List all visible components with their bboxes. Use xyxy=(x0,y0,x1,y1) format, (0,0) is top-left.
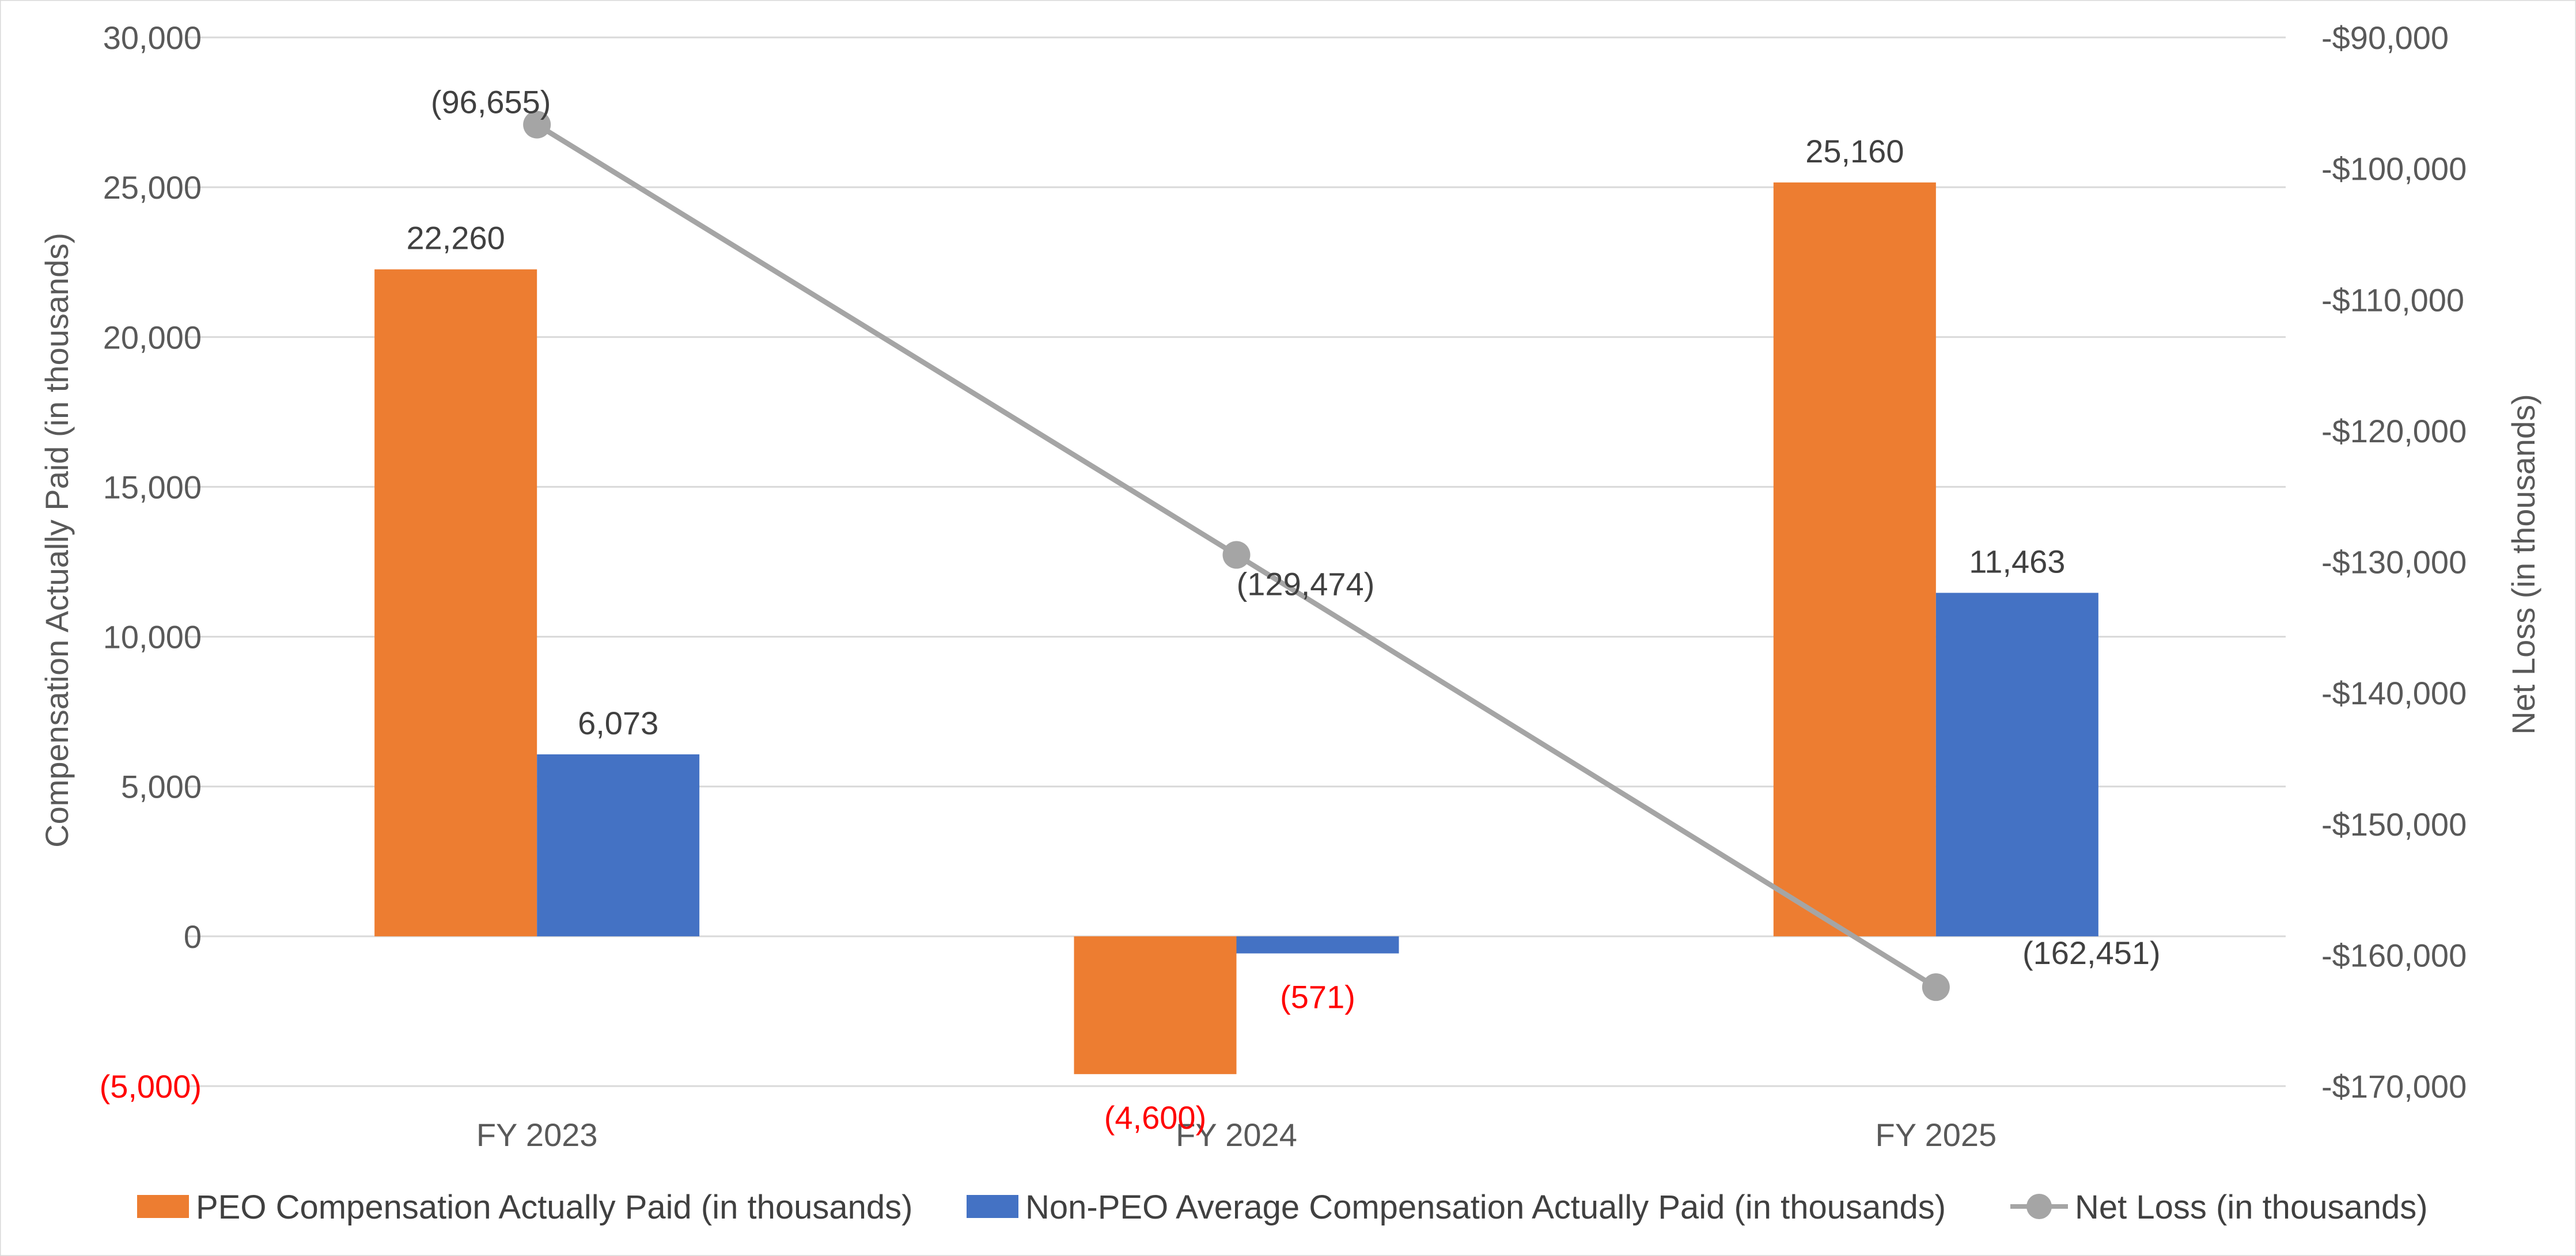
line-data-label: (162,451) xyxy=(2022,935,2161,971)
bar-data-label: 11,463 xyxy=(1969,543,2065,579)
right-tick-label: -$150,000 xyxy=(2321,806,2467,843)
bar-data-label: 22,260 xyxy=(407,220,505,256)
net-loss-line xyxy=(523,111,1950,1001)
line-data-label: (96,655) xyxy=(431,84,551,120)
bar-data-label: (4,600) xyxy=(1104,1099,1206,1136)
category-label: FY 2024 xyxy=(1176,1117,1297,1153)
legend-label: PEO Compensation Actually Paid (in thous… xyxy=(196,1189,912,1226)
left-tick-label: 15,000 xyxy=(103,469,202,505)
right-axis-title: Net Loss (in thousands) xyxy=(2505,394,2541,734)
legend-marker xyxy=(2026,1194,2052,1219)
bar-data-label: (571) xyxy=(1280,979,1355,1015)
right-tick-label: -$90,000 xyxy=(2321,20,2449,56)
left-tick-label: 25,000 xyxy=(103,169,202,206)
right-axis: -$170,000 -$160,000 -$150,000 -$140,000 -$13… xyxy=(2321,20,2467,1105)
bar xyxy=(374,269,537,936)
bar-data-label: 6,073 xyxy=(578,705,658,741)
legend-swatch xyxy=(137,1195,189,1218)
left-tick-label: 10,000 xyxy=(103,619,202,655)
line-point xyxy=(523,111,551,139)
bar xyxy=(537,754,700,936)
category-label: FY 2025 xyxy=(1875,1117,1997,1153)
line-data-label: (129,474) xyxy=(1237,566,1375,602)
line-point xyxy=(1922,973,1950,1001)
bar xyxy=(1074,936,1237,1075)
bars xyxy=(374,182,2098,1075)
bar-data-label: 25,160 xyxy=(1805,133,1904,169)
legend-swatch xyxy=(967,1195,1018,1218)
data-labels: 22,260 (4,600) 25,160 6,073 (571) 11,463 (96,6… xyxy=(407,84,2161,1136)
right-tick-label: -$130,000 xyxy=(2321,544,2467,580)
legend: PEO Compensation Actually Paid (in thous… xyxy=(137,1189,2428,1226)
right-tick-label: -$120,000 xyxy=(2321,413,2467,449)
legend-label: Non-PEO Average Compensation Actually Pa… xyxy=(1025,1189,1946,1226)
left-tick-label: (5,000) xyxy=(100,1068,202,1105)
left-axis-title: Compensation Actually Paid (in thousands… xyxy=(39,233,75,848)
right-tick-label: -$140,000 xyxy=(2321,675,2467,711)
right-tick-label: -$110,000 xyxy=(2321,282,2464,318)
category-labels: FY 2023 FY 2024 FY 2025 xyxy=(476,1117,1997,1153)
left-tick-label: 20,000 xyxy=(103,319,202,355)
right-tick-label: -$170,000 xyxy=(2321,1068,2467,1105)
bar xyxy=(1236,936,1399,954)
line-point xyxy=(1222,541,1251,569)
legend-label: Net Loss (in thousands) xyxy=(2075,1189,2428,1226)
left-tick-label: 30,000 xyxy=(103,20,202,56)
right-tick-label: -$160,000 xyxy=(2321,937,2467,973)
right-tick-label: -$100,000 xyxy=(2321,151,2467,187)
category-label: FY 2023 xyxy=(476,1117,598,1153)
left-tick-label: 0 xyxy=(184,919,202,955)
left-axis: (5,000) 0 5,000 10,000 15,000 20,000 25,000 30,… xyxy=(100,20,202,1105)
bar xyxy=(1773,182,1936,936)
bar xyxy=(1935,593,2098,936)
left-tick-label: 5,000 xyxy=(121,769,202,805)
